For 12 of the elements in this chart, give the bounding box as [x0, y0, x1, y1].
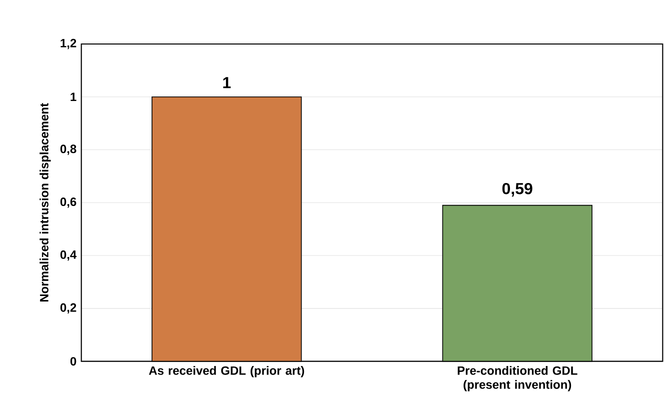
y-axis-title: Normalized intrusion displacement	[40, 103, 51, 302]
x-tick-label: Pre-conditioned GDL (present invention)	[458, 366, 578, 392]
data-label: 0,59	[502, 182, 532, 197]
y-tick-label: 0,6	[60, 198, 76, 208]
y-tick-label: 0,8	[60, 144, 76, 155]
y-tick-label: 1,2	[60, 38, 76, 50]
x-tick-label: As received GDL (prior art)	[148, 366, 304, 378]
y-tick-label: 0	[70, 357, 76, 366]
y-tick-label: 0,4	[60, 250, 77, 261]
y-tick-label: 1	[70, 92, 76, 102]
data-label: 1	[223, 77, 231, 88]
y-tick-label: 0,2	[60, 303, 76, 314]
